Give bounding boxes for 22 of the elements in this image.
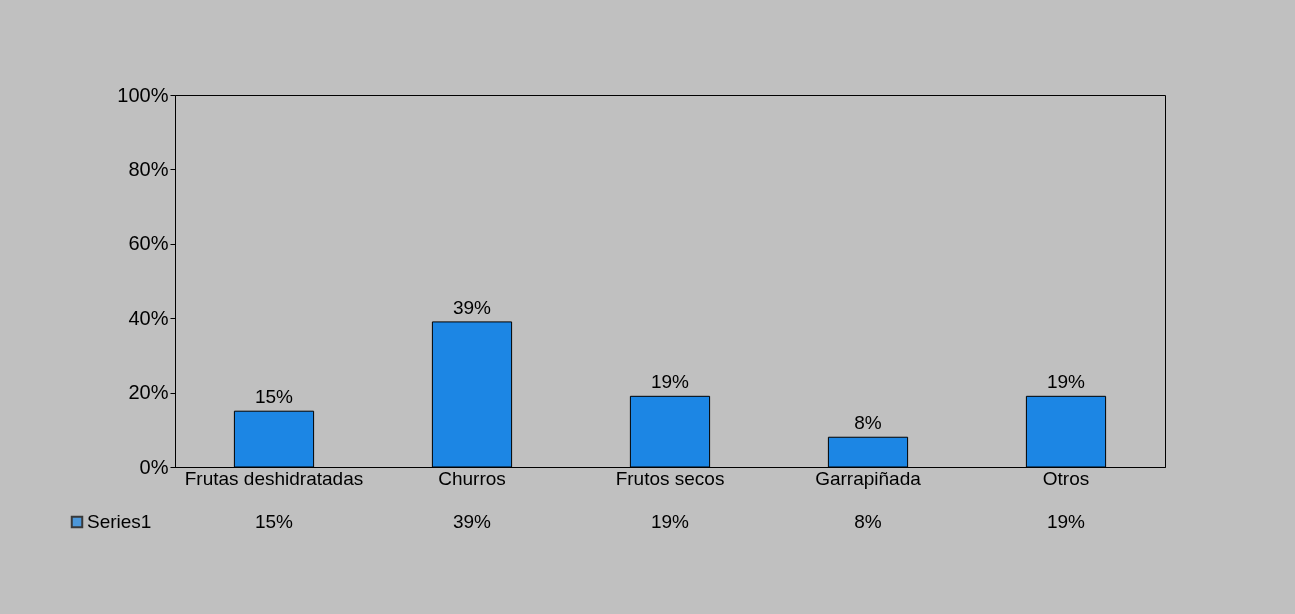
text: 8% [854, 412, 882, 434]
x-tick-label: Garrapiñada [815, 467, 922, 489]
text: 39% [452, 296, 492, 318]
text: 8% [854, 511, 882, 532]
text: 19% [650, 511, 690, 532]
x-tick-label: Churros [438, 467, 506, 489]
text: 15% [254, 511, 294, 532]
y-tick-label: 100% [117, 83, 169, 106]
text: 19% [650, 371, 690, 393]
x-tick-label: Frutas deshidratadas [184, 467, 364, 489]
x-tick-label: Otros [1042, 467, 1090, 489]
text: 19% [1046, 511, 1086, 532]
y-tick-label: 20% [128, 381, 169, 404]
text: 19% [1046, 371, 1086, 393]
text: 39% [452, 511, 492, 532]
x-tick-label: Frutos secos [615, 467, 725, 489]
legend-label: Series1 [87, 511, 152, 532]
y-tick-label: 60% [128, 232, 169, 255]
text: 15% [254, 386, 294, 408]
y-tick-label: 80% [128, 157, 169, 180]
y-tick-label: 40% [128, 306, 169, 329]
y-tick-label: 0% [139, 455, 169, 478]
